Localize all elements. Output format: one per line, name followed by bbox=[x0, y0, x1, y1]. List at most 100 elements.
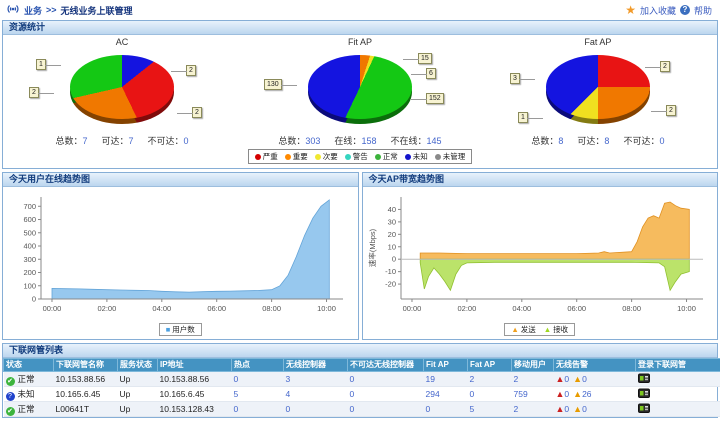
legend-dot-icon bbox=[344, 153, 351, 160]
pie-stat: 不可达：0 bbox=[147, 136, 189, 146]
unreachable-controllers-cell[interactable]: 0 bbox=[347, 371, 424, 387]
hotspot-cell[interactable]: 0 bbox=[231, 371, 284, 387]
legend-item: 警告 bbox=[344, 151, 368, 162]
svg-text:06:00: 06:00 bbox=[208, 304, 227, 313]
login-cell[interactable] bbox=[635, 386, 720, 402]
pie-callout: 1 bbox=[517, 112, 543, 123]
fatap-pie[interactable] bbox=[545, 55, 650, 119]
antenna-icon bbox=[6, 3, 20, 17]
mobile-users-cell[interactable]: 2 bbox=[511, 401, 554, 417]
legend-dot-icon bbox=[314, 153, 321, 160]
column-header: 状态 bbox=[3, 358, 54, 372]
svg-text:20: 20 bbox=[387, 230, 395, 239]
legend-item: ■ 用户数 bbox=[165, 324, 195, 334]
ac-pie-title: AC bbox=[115, 37, 129, 47]
pie-stat: 总数：8 bbox=[531, 136, 564, 146]
help-link[interactable]: 帮助 bbox=[693, 5, 712, 16]
unreachable-controllers-cell[interactable]: 0 bbox=[347, 386, 424, 402]
login-cell[interactable] bbox=[635, 401, 720, 417]
legend-dot-icon bbox=[284, 153, 291, 160]
svg-text:10: 10 bbox=[387, 242, 395, 251]
login-nms-icon[interactable] bbox=[637, 403, 650, 414]
nms-table-title: 下联网管列表 bbox=[3, 344, 717, 358]
mobile-users-cell[interactable]: 2 bbox=[511, 371, 554, 387]
ip-cell: 10.165.6.45 bbox=[157, 386, 232, 402]
nms-name-cell[interactable]: 10.153.88.56 bbox=[53, 371, 118, 387]
svg-text:500: 500 bbox=[24, 228, 37, 237]
legend-dot-icon bbox=[374, 153, 381, 160]
ap-bandwidth-legend: ▲ 发送 ▲ 接收 bbox=[504, 323, 576, 336]
svg-text:10:00: 10:00 bbox=[677, 304, 696, 313]
major-alarm-icon: ▲ bbox=[573, 374, 583, 384]
fatap-pie-title: Fat AP bbox=[584, 37, 612, 47]
nms-name-cell[interactable]: L00641T bbox=[53, 401, 118, 417]
fatap-pie-stats: 总数：8 可达：8 不可达：0 bbox=[479, 133, 717, 148]
fitap-pie-chart: 15 6 152 130 bbox=[241, 49, 479, 133]
fitap-pie-stats: 总数：303 在线：158 不在线：145 bbox=[241, 133, 479, 148]
nms-name-cell[interactable]: 10.165.6.45 bbox=[53, 386, 118, 402]
pie-stat: 不在线：145 bbox=[390, 136, 442, 146]
breadcrumb-section[interactable]: 业务 bbox=[24, 5, 43, 16]
resource-stats-title: 资源统计 bbox=[3, 21, 717, 35]
pie-callout: 1 bbox=[35, 59, 61, 70]
svg-text:30: 30 bbox=[387, 217, 395, 226]
favorite-star-icon[interactable]: ★ bbox=[625, 3, 636, 17]
fit-ap-cell[interactable]: 294 bbox=[423, 386, 468, 402]
fat-ap-cell[interactable]: 0 bbox=[467, 386, 512, 402]
controllers-cell[interactable]: 4 bbox=[283, 386, 348, 402]
status-ok-icon: ✔ bbox=[5, 376, 15, 386]
breadcrumb: 无线业务上联管理 bbox=[60, 5, 133, 16]
svg-text:400: 400 bbox=[24, 242, 37, 251]
status-ok-icon: ✔ bbox=[5, 406, 15, 416]
svg-text:0: 0 bbox=[392, 255, 396, 264]
unreachable-controllers-cell[interactable]: 0 bbox=[347, 401, 424, 417]
user-trend-panel: 今天用户在线趋势图 0 100 200 300 400 500 600 700 00:00 02:… bbox=[2, 172, 359, 340]
hotspot-cell[interactable]: 5 bbox=[231, 386, 284, 402]
svg-text:08:00: 08:00 bbox=[622, 304, 641, 313]
ac-pie-stats: 总数：7 可达：7 不可达：0 bbox=[3, 133, 241, 148]
svg-text:02:00: 02:00 bbox=[98, 304, 117, 313]
user-trend-chart: 0 100 200 300 400 500 600 700 00:00 02:00 04:00 06:… bbox=[24, 197, 344, 313]
fat-ap-cell[interactable]: 5 bbox=[467, 401, 512, 417]
add-favorite-link[interactable]: 加入收藏 bbox=[639, 5, 676, 16]
legend-item: 未管理 bbox=[434, 151, 465, 162]
legend-item: 次要 bbox=[314, 151, 338, 162]
fitap-pie[interactable] bbox=[307, 55, 412, 119]
fatap-pie-chart: 2 2 1 3 bbox=[479, 49, 717, 133]
login-nms-icon[interactable] bbox=[637, 373, 650, 384]
mobile-users-cell[interactable]: 759 bbox=[511, 386, 554, 402]
pie-stat: 总数：303 bbox=[278, 136, 321, 146]
column-header: 登录下联网管 bbox=[635, 358, 720, 372]
status-unknown-icon: ? bbox=[5, 391, 15, 401]
svg-text:04:00: 04:00 bbox=[512, 304, 531, 313]
column-header: 服务状态 bbox=[117, 358, 158, 372]
controllers-cell[interactable]: 3 bbox=[283, 371, 348, 387]
svg-text:06:00: 06:00 bbox=[567, 304, 586, 313]
pie-callout: 2 bbox=[650, 105, 676, 116]
legend-item: 严重 bbox=[254, 151, 278, 162]
login-cell[interactable] bbox=[635, 371, 720, 387]
help-icon[interactable]: ? bbox=[679, 5, 690, 15]
svg-text:10:00: 10:00 bbox=[317, 304, 336, 313]
hotspot-cell[interactable]: 0 bbox=[231, 401, 284, 417]
fit-ap-cell[interactable]: 19 bbox=[423, 371, 468, 387]
fat-ap-cell[interactable]: 2 bbox=[467, 371, 512, 387]
table-header-row: 状态 下联网管名称 服务状态 IP地址 热点 无线控制器 不可达无线控制器 Fit AP Fat… bbox=[3, 358, 720, 372]
trend-charts-row: 今天用户在线趋势图 0 100 200 300 400 500 600 700 00:00 02:… bbox=[2, 172, 718, 340]
controllers-cell[interactable]: 0 bbox=[283, 401, 348, 417]
svg-text:00:00: 00:00 bbox=[43, 304, 62, 313]
user-trend-title: 今天用户在线趋势图 bbox=[3, 173, 358, 187]
alarms-cell[interactable]: ▲0 ▲0 bbox=[553, 371, 636, 387]
svg-text:-20: -20 bbox=[385, 280, 396, 289]
table-row: ✔ 正常 L00641T Up 10.153.128.43 0 0 0 0 5 2… bbox=[3, 401, 720, 417]
login-nms-icon[interactable] bbox=[637, 388, 650, 399]
column-header: IP地址 bbox=[157, 358, 232, 372]
ac-pie-block: AC 1 2 2 2 总数：7 可达：7 不可达：0 bbox=[3, 37, 241, 148]
alarms-cell[interactable]: ▲0 ▲0 bbox=[553, 401, 636, 417]
ac-pie[interactable] bbox=[69, 55, 174, 119]
column-header: Fat AP bbox=[467, 358, 512, 372]
fit-ap-cell[interactable]: 0 bbox=[423, 401, 468, 417]
alarms-cell[interactable]: ▲0 ▲26 bbox=[553, 386, 636, 402]
severity-legend: 严重 重要 次要 警告 正常 未知 未管理 bbox=[247, 149, 473, 164]
pie-stat: 在线：158 bbox=[334, 136, 377, 146]
